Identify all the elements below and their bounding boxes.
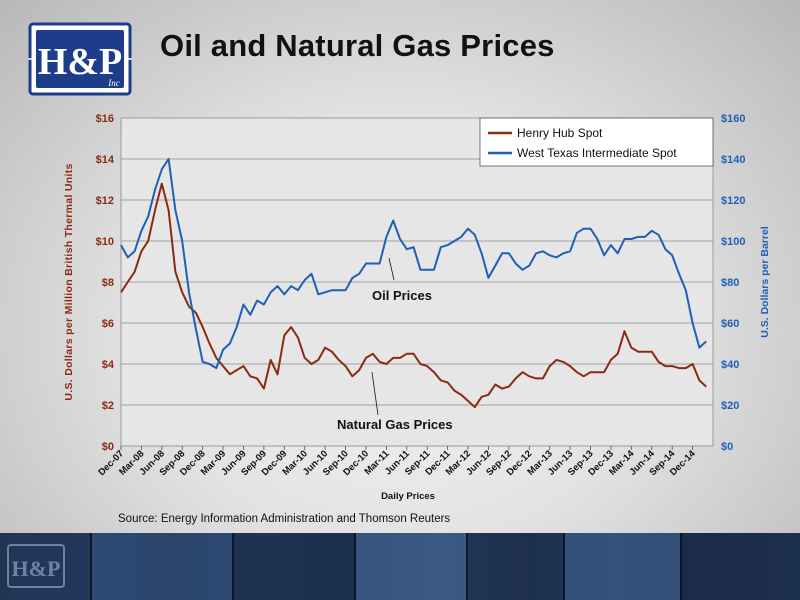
logo-text: H&P [38, 41, 122, 83]
left-tick-label: $8 [102, 277, 114, 289]
photo-segment [234, 533, 356, 600]
left-tick-label: $16 [96, 113, 114, 125]
logo-subtext: Inc [107, 78, 120, 88]
right-tick-label: $120 [721, 195, 745, 207]
gas-prices-annotation: Natural Gas Prices [337, 417, 453, 432]
left-tick-label: $10 [96, 236, 114, 248]
left-tick-label: $4 [102, 359, 115, 371]
right-tick-label: $60 [721, 318, 739, 330]
right-tick-label: $80 [721, 277, 739, 289]
right-tick-label: $40 [721, 359, 739, 371]
gridlines [121, 158, 713, 406]
photo-segment [565, 533, 682, 600]
photo-segment [92, 533, 234, 600]
company-logo: H&P Inc [28, 22, 132, 96]
photo-segment [682, 533, 800, 600]
strip-logo-icon: H&P [7, 544, 65, 588]
gas-annotation-leader [371, 371, 379, 416]
slide-title: Oil and Natural Gas Prices [160, 28, 555, 63]
bottom-photo-strip: H&P [0, 533, 800, 600]
right-axis-ticks: $0 $20 $40 $60 $80 $100 $120 $140 $160 [721, 113, 745, 453]
left-tick-label: $6 [102, 318, 114, 330]
right-tick-label: $140 [721, 154, 745, 166]
right-tick-label: $160 [721, 113, 745, 125]
right-tick-label: $20 [721, 400, 739, 412]
legend-label-gas: Henry Hub Spot [517, 126, 603, 140]
legend: Henry Hub Spot West Texas Intermediate S… [479, 117, 714, 167]
left-axis-ticks: $0 $2 $4 $6 $8 $10 $12 $14 $16 [96, 113, 115, 453]
strip-logo-text: H&P [12, 556, 61, 581]
legend-box [479, 117, 714, 167]
left-tick-label: $2 [102, 400, 114, 412]
price-chart: $0 $2 $4 $6 $8 $10 $12 $14 $16 $0 $20 $40 $60 $80 $10… [63, 113, 771, 502]
x-axis-ticks: Dec-07Mar-08Jun-08Sep-08Dec-08Mar-09Jun-… [96, 446, 698, 478]
source-note: Source: Energy Information Administratio… [118, 513, 451, 525]
legend-label-oil: West Texas Intermediate Spot [517, 146, 677, 160]
oil-prices-annotation: Oil Prices [372, 288, 432, 303]
photo-segment [356, 533, 468, 600]
photo-segment [468, 533, 565, 600]
oil-annotation-leader [388, 257, 395, 281]
right-tick-label: $0 [721, 441, 733, 453]
x-axis-label: Daily Prices [381, 491, 435, 502]
left-tick-label: $0 [102, 441, 114, 453]
right-axis-label: U.S. Dollars per Barrel [759, 226, 771, 338]
left-axis-label: U.S. Dollars per Million British Thermal… [63, 163, 75, 400]
left-tick-label: $12 [96, 195, 114, 207]
wti-series-line [120, 158, 707, 370]
right-tick-label: $100 [721, 236, 745, 248]
series-layer [120, 158, 707, 409]
left-tick-label: $14 [96, 154, 115, 166]
